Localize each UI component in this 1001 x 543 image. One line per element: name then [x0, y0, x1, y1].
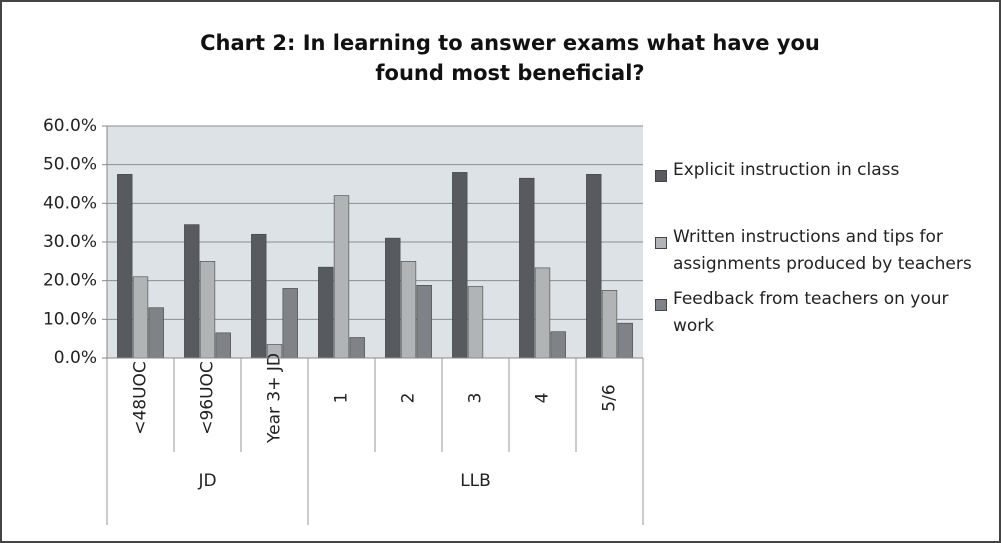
x-tick-label: 3: [466, 393, 486, 404]
legend-item: Written instructions and tips for assign…: [655, 227, 985, 278]
bar: [132, 276, 149, 359]
bar: [251, 233, 267, 359]
x-tick-label: <96UOC: [198, 361, 218, 435]
bar: [184, 224, 200, 359]
bar: [452, 172, 468, 359]
bar: [519, 177, 535, 359]
x-tick-label: <48UOC: [131, 361, 151, 435]
bar: [199, 261, 216, 359]
bar: [601, 290, 618, 359]
bar: [215, 332, 231, 359]
x-tick-label: 2: [399, 393, 419, 404]
legend-label: Feedback from teachers on your work: [673, 289, 949, 336]
legend-item: Explicit instruction in class: [655, 160, 985, 184]
bar: [400, 261, 417, 359]
legend-label: Explicit instruction in class: [673, 160, 900, 180]
legend-swatch: [655, 299, 667, 311]
y-tick-label: 60.0%: [43, 116, 97, 136]
bar: [416, 285, 432, 359]
x-tick-label: 4: [533, 393, 553, 404]
legend-swatch: [655, 170, 667, 182]
legend: Explicit instruction in class Written ins…: [655, 160, 985, 340]
bar: [282, 288, 298, 359]
bar: [617, 322, 633, 359]
title-box: Chart 2: In learning to answer exams wha…: [200, 31, 820, 85]
y-tick-label: 40.0%: [43, 193, 97, 213]
legend-item: Feedback from teachers on your work: [655, 289, 985, 340]
bar: [467, 286, 484, 359]
legend-label: Written instructions and tips for assign…: [673, 227, 972, 274]
y-tick-label: 20.0%: [43, 271, 97, 291]
bar: [117, 174, 133, 359]
y-tick-label: 0.0%: [54, 348, 97, 368]
y-tick-label: 30.0%: [43, 232, 97, 252]
bar: [349, 337, 365, 359]
x-tick-label: 1: [332, 393, 352, 404]
bar: [385, 237, 401, 359]
bar: [318, 266, 334, 359]
y-tick-label: 10.0%: [43, 309, 97, 329]
bar: [534, 267, 551, 359]
y-tick-label: 50.0%: [43, 155, 97, 175]
group-label: LLB: [460, 471, 491, 491]
bar: [586, 174, 602, 359]
chart-title: Chart 2: In learning to answer exams wha…: [200, 31, 820, 85]
x-tick-label: 5/6: [600, 384, 620, 411]
x-tick-label: Year 3+ JD: [265, 353, 285, 444]
group-label: JD: [197, 471, 216, 491]
legend-swatch: [655, 237, 667, 249]
bar: [550, 331, 566, 359]
bar: [333, 195, 350, 359]
bar: [148, 307, 164, 359]
